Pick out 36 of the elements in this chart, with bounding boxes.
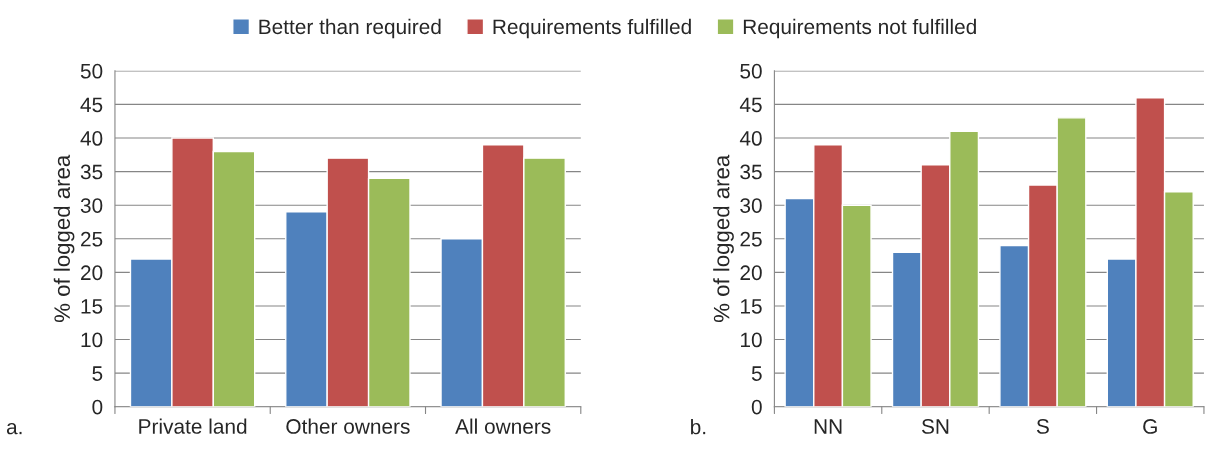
text: b. xyxy=(691,419,706,435)
y-tick-label: 40 xyxy=(739,131,762,146)
y-tick-label: 10 xyxy=(81,332,103,348)
y-tick-label: 5 xyxy=(92,366,103,381)
y-axis-title: % of logged area xyxy=(713,154,734,322)
y-tick-label: 20 xyxy=(740,265,762,281)
y-tick-label: 35 xyxy=(740,164,762,180)
y-tick-label: 45 xyxy=(739,97,762,113)
y-tick-label: 40 xyxy=(80,131,103,146)
x-tick-label: Private land xyxy=(139,418,247,434)
y-tick-label: 25 xyxy=(81,231,103,247)
x-tick-label: G xyxy=(1143,419,1157,434)
legend-label: Requirements not fulfilled xyxy=(743,18,976,39)
y-tick-label: 15 xyxy=(81,299,103,314)
y-tick-label: 30 xyxy=(80,198,103,213)
legend-label: Better than required xyxy=(259,18,441,39)
y-axis-title: % of logged area xyxy=(53,154,75,322)
y-tick-label: 30 xyxy=(740,198,762,213)
y-tick-label: 0 xyxy=(92,399,103,415)
x-tick-label: NN xyxy=(814,419,842,434)
x-tick-label: S xyxy=(1036,419,1049,434)
y-tick-label: 35 xyxy=(80,164,103,180)
x-tick-label: All owners xyxy=(455,418,551,434)
y-tick-label: 15 xyxy=(741,299,762,314)
y-tick-label: 20 xyxy=(81,265,103,281)
legend-label: Requirements fulfilled xyxy=(493,18,691,39)
y-tick-label: 10 xyxy=(741,332,762,348)
x-tick-label: SN xyxy=(921,419,949,434)
y-tick-label: 45 xyxy=(80,97,103,113)
y-tick-label: 5 xyxy=(751,366,762,381)
y-tick-label: 50 xyxy=(740,63,762,79)
y-tick-label: 50 xyxy=(80,63,103,79)
y-tick-label: 0 xyxy=(751,399,762,415)
y-tick-label: 25 xyxy=(740,231,762,247)
x-tick-label: Other owners xyxy=(286,418,410,434)
text: a. xyxy=(6,422,22,435)
